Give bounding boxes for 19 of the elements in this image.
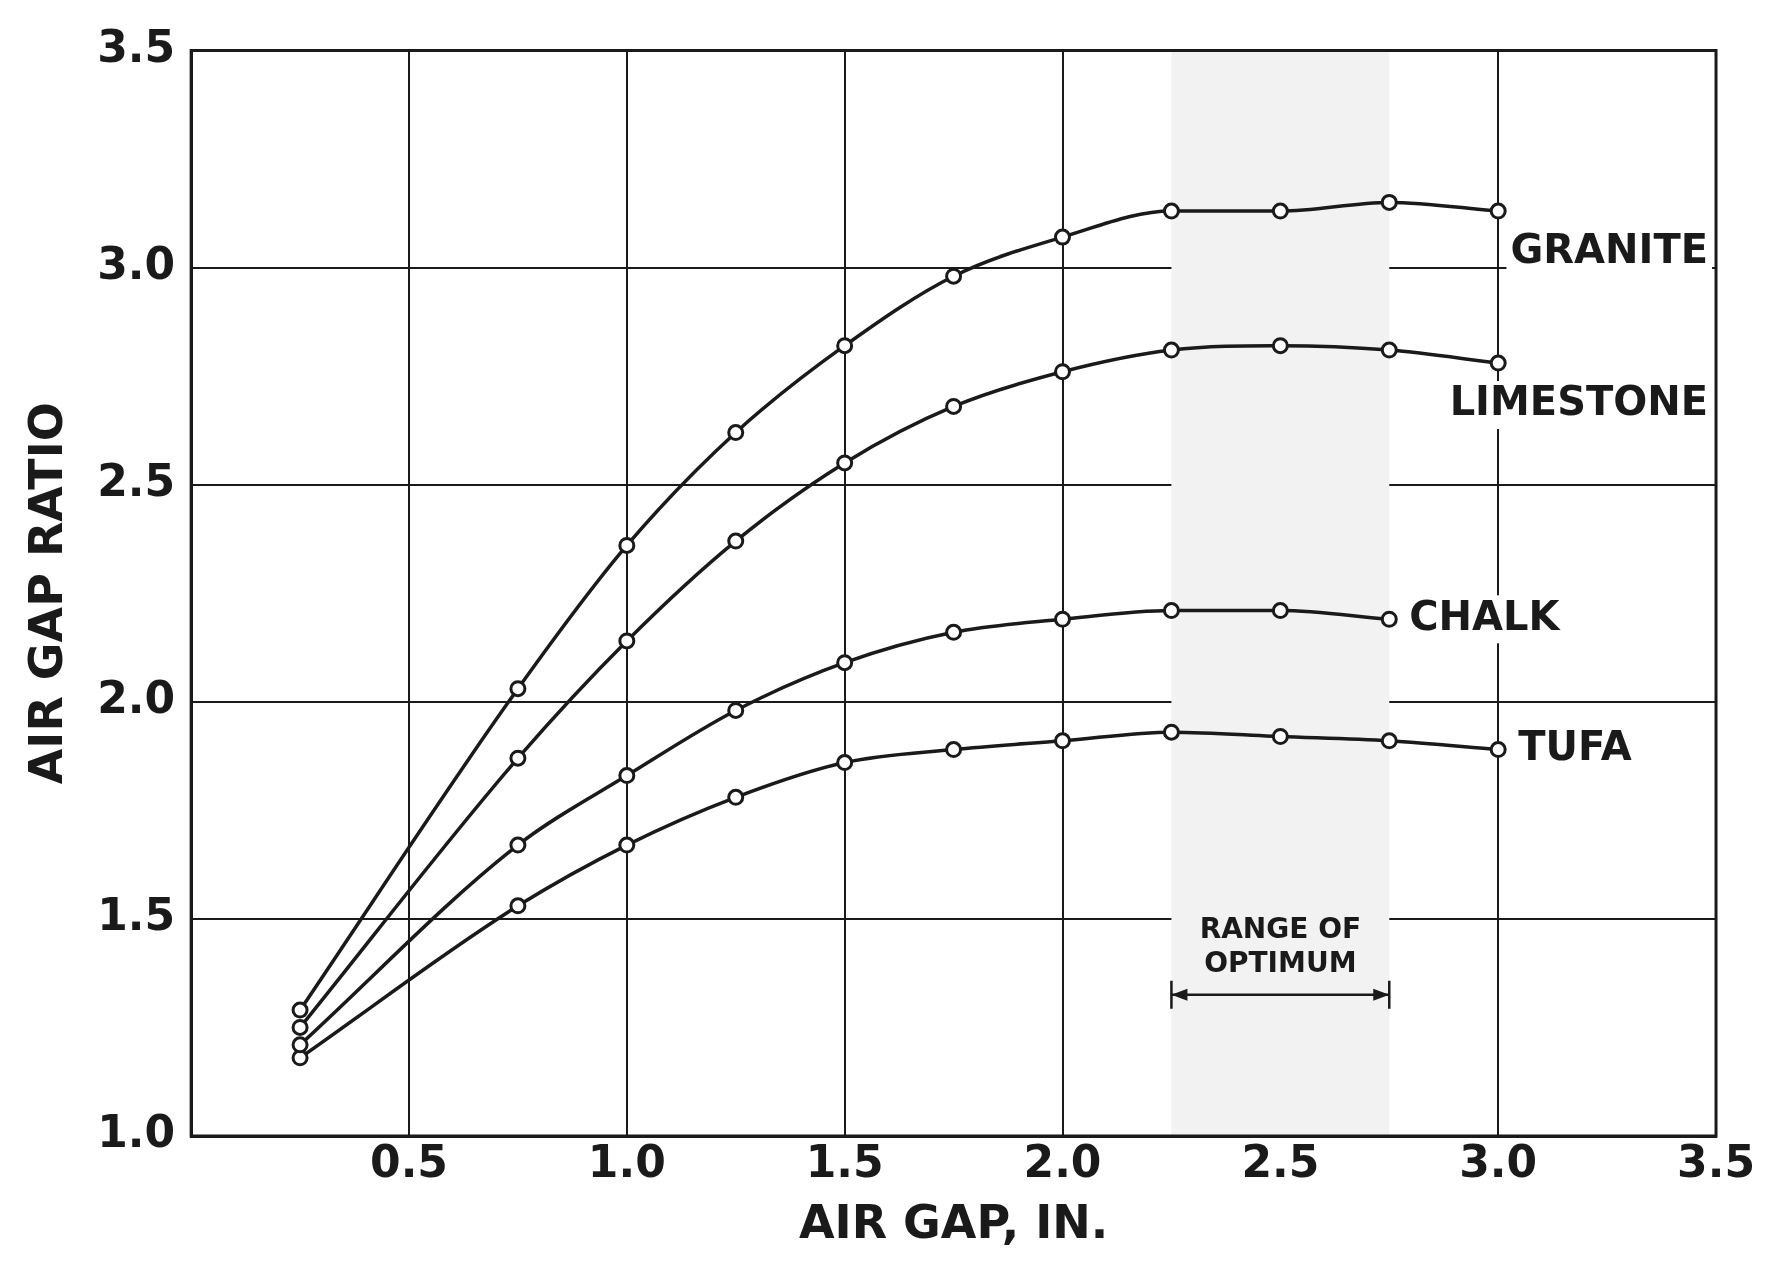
y-tick-label: 2.5 [97,455,176,507]
y-tick-label: 1.5 [97,889,176,941]
x-axis-title: AIR GAP, IN. [798,1195,1109,1250]
band-label: RANGE OF OPTIMUM [1199,912,1362,980]
series-label: GRANITE [1510,226,1709,273]
x-tick-label: 1.0 [587,1135,666,1187]
y-tick-label: 3.0 [97,237,176,289]
x-tick-label: 2.0 [1023,1135,1102,1187]
y-axis-title: AIR GAP RATIO [18,402,73,785]
x-tick-label: 2.5 [1241,1135,1320,1187]
series-label: CHALK [1409,592,1562,639]
x-tick-label: 1.5 [805,1135,884,1187]
x-tick-label: 3.0 [1459,1135,1538,1187]
x-tick-label: 3.5 [1677,1135,1755,1187]
x-tick-label: 0.5 [370,1135,448,1187]
series-label: TUFA [1518,722,1632,769]
series-label: LIMESTONE [1449,378,1709,425]
y-tick-label: 2.0 [97,672,176,724]
y-tick-label: 3.5 [97,20,176,72]
